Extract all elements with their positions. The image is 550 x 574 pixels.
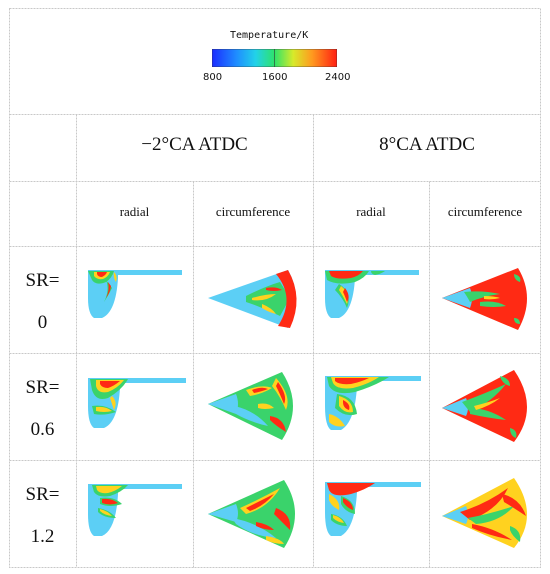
- radial-contour-sr06-minus2: [88, 378, 186, 428]
- subcol-radial-1: radial: [119, 204, 150, 219]
- legend-tick-1600: 1600: [262, 72, 288, 83]
- col-group-header-minus2: −2°CA ATDC: [141, 134, 248, 155]
- row-label-sr-0.6: SR= 0.6: [9, 371, 76, 447]
- row-label-sr-0: SR= 0: [9, 264, 76, 340]
- circumference-contour-sr0-minus2: [208, 270, 297, 328]
- circumference-contour-sr0-8: [442, 268, 527, 330]
- row-label-line1: SR=: [25, 377, 60, 398]
- circumference-contour-sr12-minus2: [208, 480, 295, 548]
- circumference-contour-sr12-8: [442, 478, 527, 548]
- circumference-contour-sr06-8: [442, 370, 527, 442]
- subcol-radial-2: radial: [356, 204, 386, 219]
- subcol-circumference-1: circumference: [215, 204, 291, 219]
- row-label-sr-1.2: SR= 1.2: [9, 478, 76, 554]
- radial-contour-sr0-8: [325, 270, 419, 318]
- color-bar: [212, 49, 337, 67]
- radial-contour-sr0-minus2: [88, 270, 182, 318]
- subcol-circumference-2: circumference: [447, 204, 523, 219]
- row-label-line1: SR=: [25, 484, 60, 505]
- row-label-line2: 0: [37, 312, 48, 333]
- row-label-line1: SR=: [25, 270, 60, 291]
- legend-tick-2400: 2400: [325, 72, 351, 83]
- radial-contour-sr12-8: [325, 482, 421, 536]
- row-label-line2: 0.6: [30, 419, 55, 440]
- legend-tick-800: 800: [203, 72, 223, 83]
- radial-contour-sr06-8: [325, 376, 421, 430]
- radial-contour-sr12-minus2: [88, 484, 182, 536]
- circumference-contour-sr06-minus2: [208, 372, 293, 440]
- legend-title: Temperature/K: [230, 30, 309, 41]
- row-label-line2: 1.2: [30, 526, 55, 547]
- col-group-header-8: 8°CA ATDC: [379, 134, 475, 155]
